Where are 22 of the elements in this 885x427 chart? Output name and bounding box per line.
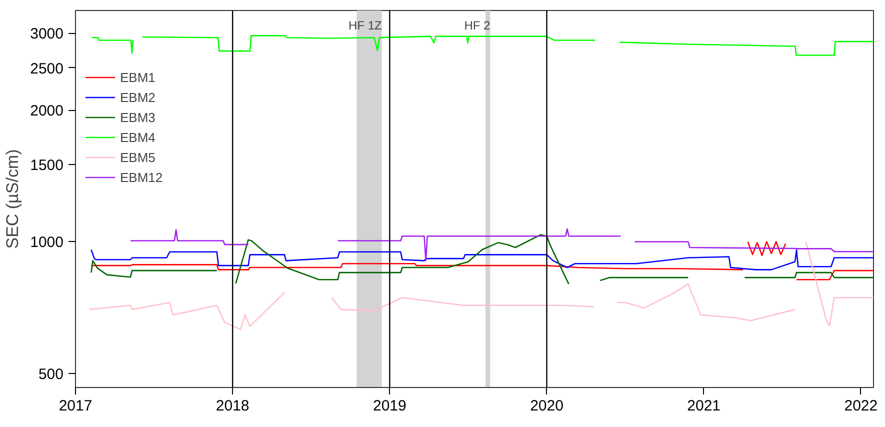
y-tick-label: 1000 xyxy=(30,234,64,252)
legend-label: EBM12 xyxy=(120,170,163,184)
legend-label: EBM1 xyxy=(120,70,156,84)
y-tick-label: 3000 xyxy=(30,26,64,43)
line-series xyxy=(90,249,874,270)
y-tick-label: 500 xyxy=(38,366,64,383)
band-label: HF 1Z xyxy=(348,18,382,32)
x-tick-label: 2018 xyxy=(216,398,250,414)
x-tick-label: 2021 xyxy=(687,398,721,414)
y-axis-title: SEC (µS/cm) xyxy=(3,149,22,249)
x-tick-label: 2022 xyxy=(844,398,878,414)
band-label: HF 2 xyxy=(464,18,491,32)
y-tick-label: 2500 xyxy=(30,60,64,78)
x-tick-label: 2020 xyxy=(530,398,564,414)
legend-label: EBM5 xyxy=(120,150,156,164)
y-tick-label: 2000 xyxy=(30,102,64,120)
x-tick-label: 2019 xyxy=(372,398,406,414)
x-tick-label: 2017 xyxy=(58,398,92,414)
y-tick-label: 1500 xyxy=(30,157,64,174)
legend-label: EBM4 xyxy=(120,130,156,144)
legend-label: EBM2 xyxy=(120,90,156,104)
legend-label: EBM3 xyxy=(120,110,156,124)
